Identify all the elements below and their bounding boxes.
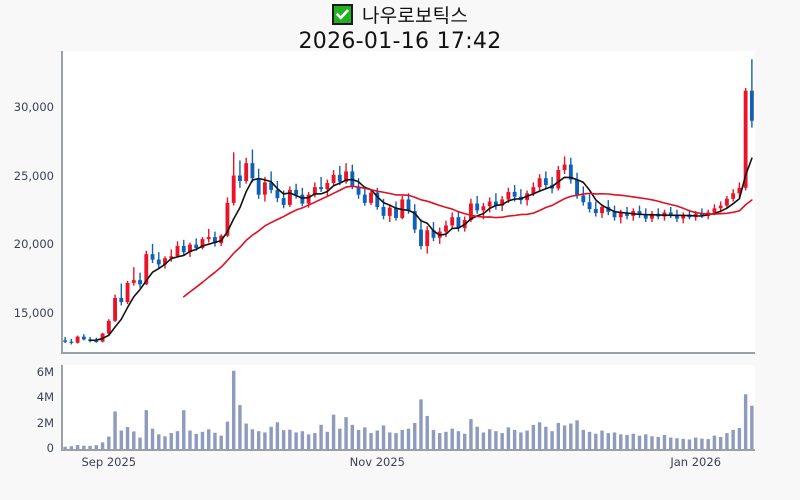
x-tick-sep-2025: Sep 2025 — [81, 455, 137, 469]
volume-y-axis — [61, 365, 63, 450]
candlestick-plot — [63, 59, 754, 345]
title-row: 나우로보틱스 — [0, 0, 800, 28]
volume-plot — [63, 370, 754, 449]
volume-tick-2M: 2M — [36, 415, 54, 430]
x-tick-nov-2025: Nov 2025 — [349, 455, 405, 469]
volume-tick-0: 0 — [46, 441, 54, 455]
price-tick-30,000: 30,000 — [13, 100, 54, 115]
price-tick-15,000: 15,000 — [13, 305, 54, 320]
price-tick-25,000: 25,000 — [13, 168, 54, 183]
price-y-axis — [61, 51, 63, 353]
x-tick-jan-2026: Jan 2026 — [670, 455, 722, 469]
volume-tick-6M: 6M — [36, 364, 54, 379]
price-x-axis — [61, 352, 755, 354]
check-icon — [331, 3, 353, 25]
ticker-name: 나우로보틱스 — [361, 4, 469, 27]
chart-header: 나우로보틱스 2026-01-16 17:42 — [0, 0, 800, 54]
volume-x-axis — [61, 449, 755, 451]
volume-panel — [62, 365, 755, 449]
price-panel — [62, 51, 755, 352]
volume-tick-4M: 4M — [36, 390, 54, 405]
price-tick-20,000: 20,000 — [13, 237, 54, 252]
